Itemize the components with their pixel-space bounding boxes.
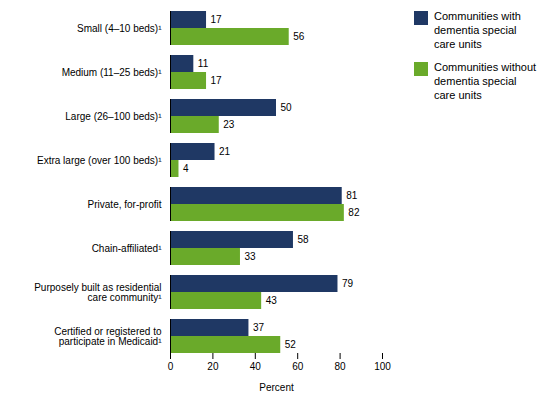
svg-text:21: 21 <box>219 146 231 157</box>
svg-text:40: 40 <box>250 361 262 372</box>
svg-text:23: 23 <box>223 119 235 130</box>
svg-text:Chain-affiliated¹: Chain-affiliated¹ <box>92 243 163 254</box>
svg-text:Extra large (over 100 beds)¹: Extra large (over 100 beds)¹ <box>37 155 162 166</box>
svg-text:17: 17 <box>211 14 223 25</box>
svg-text:11: 11 <box>198 58 209 69</box>
svg-text:0: 0 <box>168 361 174 372</box>
svg-text:56: 56 <box>293 31 305 42</box>
svg-text:37: 37 <box>253 322 265 333</box>
html-text:Communities without dementia s: Communities without dementia special car… <box>434 61 537 101</box>
svg-text:4: 4 <box>183 163 189 174</box>
svg-text:20: 20 <box>207 361 219 372</box>
svg-text:81: 81 <box>346 190 358 201</box>
svg-text:Percent: Percent <box>259 382 294 393</box>
svg-text:80: 80 <box>335 361 347 372</box>
svg-text:82: 82 <box>348 207 360 218</box>
svg-text:17: 17 <box>211 75 223 86</box>
svg-text:52: 52 <box>285 339 297 350</box>
svg-text:Small (4–10 beds)¹: Small (4–10 beds)¹ <box>77 23 162 34</box>
svg-text:60: 60 <box>292 361 304 372</box>
svg-text:Medium (11–25 beds)¹: Medium (11–25 beds)¹ <box>62 67 163 78</box>
html-text:Communities with dementia spec: Communities with dementia special care u… <box>434 10 521 50</box>
svg-text:Large (26–100 beds)¹: Large (26–100 beds)¹ <box>65 111 162 122</box>
svg-text:100: 100 <box>374 361 391 372</box>
svg-text:Purposely built as residential: Purposely built as residentialcare commu… <box>34 282 162 303</box>
svg-text:Certified or registered topart: Certified or registered toparticipate in… <box>54 326 162 347</box>
svg-text:Private, for-profit: Private, for-profit <box>88 199 162 210</box>
svg-text:79: 79 <box>342 278 354 289</box>
svg-text:50: 50 <box>281 102 293 113</box>
svg-text:33: 33 <box>244 251 256 262</box>
svg-text:43: 43 <box>266 295 278 306</box>
svg-text:58: 58 <box>297 234 309 245</box>
